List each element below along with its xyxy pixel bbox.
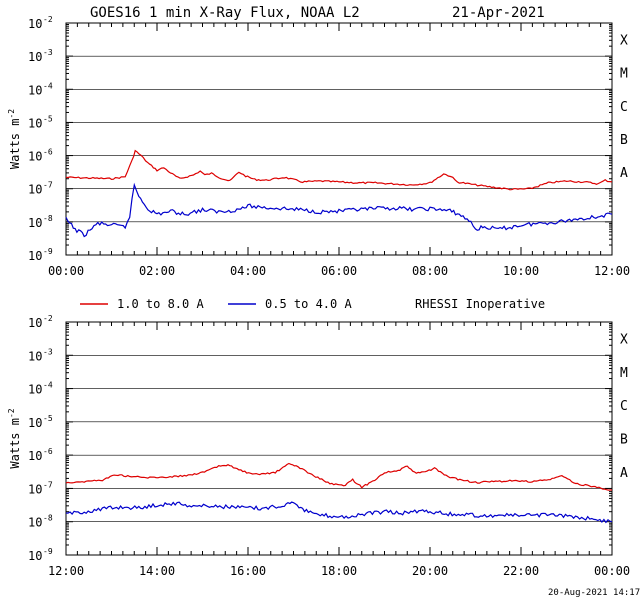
y-tick-label-base: 10 xyxy=(28,249,42,263)
x-tick-label: 06:00 xyxy=(321,264,357,278)
legend-label-red: 1.0 to 8.0 A xyxy=(117,297,204,311)
y-tick-label-base: 10 xyxy=(28,116,42,130)
y-tick-label-exp: -7 xyxy=(43,480,53,489)
x-tick-label: 20:00 xyxy=(412,564,448,578)
y-tick-label-exp: -6 xyxy=(43,148,53,157)
flare-class-label: M xyxy=(620,366,628,381)
y-tick-label-exp: -8 xyxy=(43,514,53,523)
y-tick-label-exp: -7 xyxy=(43,181,53,190)
chart-date: 21-Apr-2021 xyxy=(452,5,545,21)
y-tick-label-exp: -2 xyxy=(43,314,53,323)
y-tick-label-exp: -2 xyxy=(43,15,53,24)
series-line-short-wavelength xyxy=(65,182,613,238)
x-tick-label: 02:00 xyxy=(139,264,175,278)
flare-class-label: X xyxy=(620,34,628,49)
series-line-short-wavelength xyxy=(65,501,613,524)
series-line-long-wavelength xyxy=(65,149,613,191)
y-tick-label-base: 10 xyxy=(28,416,42,430)
x-tick-label: 16:00 xyxy=(230,564,266,578)
y-tick-label-base: 10 xyxy=(28,150,42,164)
y-axis-label: Watts m-2 xyxy=(7,109,22,169)
x-tick-label: 00:00 xyxy=(48,264,84,278)
y-tick-label-base: 10 xyxy=(28,482,42,496)
legend-label-blue: 0.5 to 4.0 A xyxy=(265,297,352,311)
x-tick-label: 04:00 xyxy=(230,264,266,278)
flare-class-label: M xyxy=(620,67,628,82)
x-tick-label: 10:00 xyxy=(503,264,539,278)
y-tick-label-exp: -4 xyxy=(43,381,53,390)
plot-frame xyxy=(65,22,613,256)
footer-timestamp: 20-Aug-2021 14:17 xyxy=(548,588,640,598)
x-tick-label: 12:00 xyxy=(48,564,84,578)
flare-class-label: B xyxy=(620,433,628,448)
y-tick-label-exp: -3 xyxy=(43,48,53,57)
flare-class-label: A xyxy=(620,166,628,181)
flare-class-label: C xyxy=(620,100,628,115)
x-tick-label: 08:00 xyxy=(412,264,448,278)
x-tick-label: 18:00 xyxy=(321,564,357,578)
panel-bottom: 10-210-310-410-510-610-710-810 -912:00 14:… xyxy=(7,314,630,578)
y-tick-label-base: 10 xyxy=(28,50,42,64)
y-tick-label-base: 10 xyxy=(28,83,42,97)
y-tick-label-exp: -9 xyxy=(43,547,53,556)
flare-class-label: C xyxy=(620,399,628,414)
x-tick-label: 22:00 xyxy=(503,564,539,578)
y-tick-label-base: 10 xyxy=(28,17,42,31)
y-tick-label-exp: -5 xyxy=(43,114,53,123)
y-tick-label-exp: -8 xyxy=(43,214,53,223)
flare-class-label: B xyxy=(620,133,628,148)
y-tick-label-base: 10 xyxy=(28,549,42,563)
rhessi-status: RHESSI Inoperative xyxy=(415,297,545,311)
y-tick-label-base: 10 xyxy=(28,516,42,530)
chart-title: GOES16 1 min X-Ray Flux, NOAA L2 xyxy=(90,5,360,21)
y-tick-label-base: 10 xyxy=(28,316,42,330)
y-tick-label-base: 10 xyxy=(28,183,42,197)
y-tick-label-base: 10 xyxy=(28,349,42,363)
y-tick-label-exp: -6 xyxy=(43,447,53,456)
y-axis-label: Watts m-2 xyxy=(7,408,22,468)
y-tick-label-exp: -3 xyxy=(43,347,53,356)
x-tick-label: 14:00 xyxy=(139,564,175,578)
y-tick-label-base: 10 xyxy=(28,383,42,397)
x-tick-label: 12:00 xyxy=(594,264,630,278)
y-tick-label-exp: -5 xyxy=(43,414,53,423)
y-tick-label-base: 10 xyxy=(28,216,42,230)
flare-class-label: X xyxy=(620,333,628,348)
x-tick-label: 00:00 xyxy=(594,564,630,578)
y-tick-label-base: 10 xyxy=(28,449,42,463)
panel-top: 10-210-310-410-510-610-710-810 -900:00 02:… xyxy=(7,15,630,278)
y-tick-label-exp: -9 xyxy=(43,247,53,256)
plot-frame xyxy=(65,321,613,556)
y-tick-label-exp: -4 xyxy=(43,81,53,90)
flare-class-label: A xyxy=(620,466,628,481)
series-line-long-wavelength xyxy=(65,462,612,491)
legend: 1.0 to 8.0 A 0.5 to 4.0 A RHESSI Inopera… xyxy=(80,297,545,311)
